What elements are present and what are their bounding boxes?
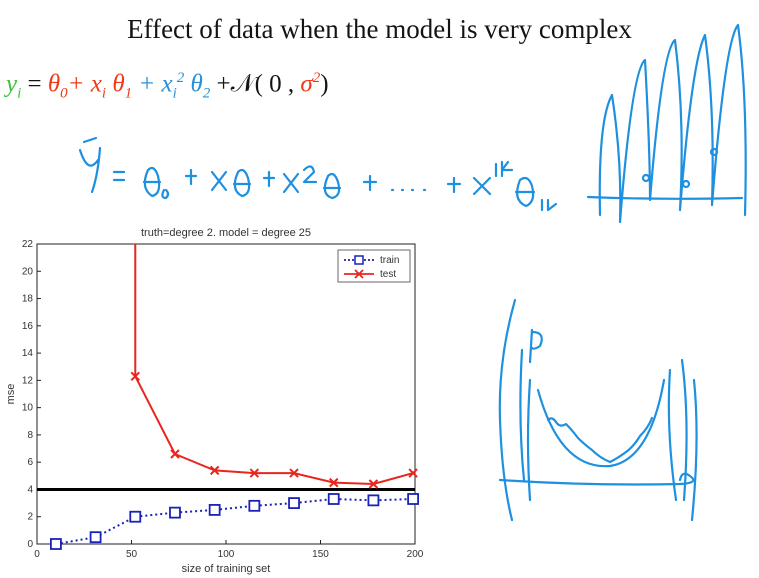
ink-parabola xyxy=(536,378,666,468)
ink-x14 xyxy=(472,160,514,196)
ink-bottom-line xyxy=(498,472,695,486)
eq-y: y xyxy=(6,70,18,98)
eq-equals: = xyxy=(21,70,48,98)
y-tick-label: 8 xyxy=(27,430,33,441)
eq-x2-sup: 2 xyxy=(176,70,185,86)
test-point xyxy=(209,465,220,476)
train-point xyxy=(288,497,300,509)
y-tick-label: 22 xyxy=(22,239,34,250)
y-tick-label: 12 xyxy=(22,375,34,386)
ink-theta1 xyxy=(232,168,252,198)
x-tick-label: 150 xyxy=(312,549,329,560)
train-point xyxy=(248,499,261,512)
y-tick-label: 16 xyxy=(22,321,34,332)
ink-data-line xyxy=(586,195,744,200)
legend-marker-train xyxy=(354,255,364,265)
eq-x1: x xyxy=(90,70,102,98)
axis-ticks: 0 50 100 150 200 0 2 4 6 8 10 12 14 16 18 20 22 xyxy=(22,239,424,560)
train-point xyxy=(208,504,221,516)
x-tick-label: 0 xyxy=(34,549,40,560)
ink-data-dots xyxy=(546,416,654,464)
ink-theta2 xyxy=(322,172,342,200)
eq-sigma: σ xyxy=(300,70,313,98)
ink-x2 xyxy=(282,165,318,194)
y-tick-label: 18 xyxy=(22,294,34,305)
legend: train test xyxy=(337,249,411,283)
ink-plus4 xyxy=(446,176,462,194)
ink-plus2 xyxy=(262,170,276,188)
ink-theta14 xyxy=(514,176,558,212)
y-tick-label: 4 xyxy=(27,484,33,495)
legend-label-train: train xyxy=(380,255,399,266)
eq-theta1: θ xyxy=(106,70,125,98)
ink-sub0 xyxy=(161,188,170,200)
chart-title: truth=degree 2. model = degree 25 xyxy=(141,227,311,239)
test-point xyxy=(408,468,418,478)
legend-box xyxy=(337,249,411,283)
eq-theta1-sub: 1 xyxy=(124,85,133,102)
ink-left-boundary xyxy=(498,298,532,522)
eq-plus2: + xyxy=(132,70,162,98)
test-point xyxy=(329,477,339,488)
x-axis-label: size of training set xyxy=(182,563,271,575)
eq-x2-sub: i xyxy=(172,85,177,102)
eq-theta2: θ xyxy=(184,70,203,98)
ink-point xyxy=(709,147,719,157)
y-tick-label: 6 xyxy=(27,457,33,468)
eq-sigma-sup: 2 xyxy=(312,70,321,86)
train-point xyxy=(89,531,102,544)
y-tick-label: 0 xyxy=(27,539,33,550)
x-tick-label: 50 xyxy=(126,549,138,560)
test-point xyxy=(170,449,180,459)
ink-yhat xyxy=(78,136,102,194)
model-equation: yi = θ0+ xi θ1 + xi2 θ2 +𝒩( 0 , σ2) xyxy=(6,70,329,102)
train-point xyxy=(327,493,340,505)
legend-label-test: test xyxy=(380,269,396,280)
train-point xyxy=(367,494,380,507)
eq-noise-open: +𝒩( 0 , xyxy=(210,70,301,98)
eq-theta0-sub: 0 xyxy=(60,85,68,102)
test-point xyxy=(289,468,299,478)
test-point xyxy=(130,371,140,381)
eq-theta0: θ xyxy=(47,70,61,98)
ink-equals xyxy=(112,170,126,182)
ink-plus1 xyxy=(184,168,198,186)
y-tick-label: 10 xyxy=(22,403,34,414)
train-point xyxy=(407,493,420,505)
x-tick-label: 100 xyxy=(218,549,235,560)
ink-plus3 xyxy=(362,174,378,192)
y-tick-label: 20 xyxy=(22,266,34,277)
ink-point xyxy=(681,179,691,189)
test-point xyxy=(368,479,379,489)
y-tick-label: 14 xyxy=(22,348,34,359)
eq-plus1: + xyxy=(67,70,91,98)
legend-marker-test xyxy=(354,269,364,279)
x-tick-label: 200 xyxy=(407,549,424,560)
test-point xyxy=(249,468,260,478)
y-tick-label: 2 xyxy=(27,512,33,523)
slide-title: Effect of data when the model is very co… xyxy=(127,14,632,44)
eq-x1-sub: i xyxy=(101,85,107,102)
train-point xyxy=(50,538,62,550)
series-layer xyxy=(50,244,420,550)
eq-y-sub: i xyxy=(17,85,22,102)
train-point xyxy=(129,510,142,523)
ink-theta0 xyxy=(142,166,162,198)
eq-x2: x xyxy=(161,70,173,98)
ink-point xyxy=(641,173,651,183)
ink-wiggle-curve xyxy=(598,23,747,224)
ink-p-label xyxy=(528,328,543,364)
plot-area xyxy=(36,243,416,545)
y-axis-label: mse xyxy=(5,384,17,405)
test-line xyxy=(134,375,414,486)
eq-noise-close: ) xyxy=(320,70,329,98)
ink-x1 xyxy=(210,170,228,192)
train-point xyxy=(169,506,181,519)
eq-theta2-sub: 2 xyxy=(202,85,211,102)
